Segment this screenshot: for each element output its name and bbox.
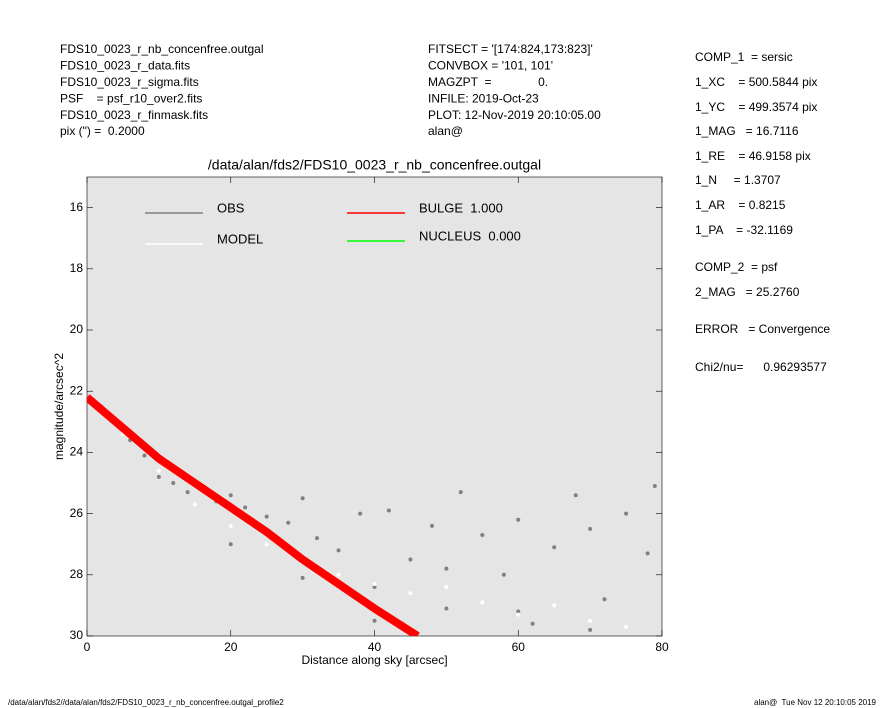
data-point <box>264 514 269 519</box>
x-tick-label: 0 <box>84 640 91 654</box>
data-point <box>171 481 176 485</box>
data-point <box>444 566 449 571</box>
data-point <box>336 548 341 553</box>
data-point <box>516 612 521 617</box>
data-point <box>300 496 305 501</box>
header-text: pix (") = 0.2000 <box>60 124 145 138</box>
parameter: COMP_2 = psf <box>695 260 778 274</box>
header-text: FDS10_0023_r_finmask.fits <box>60 108 208 122</box>
data-point <box>552 545 557 550</box>
data-point <box>372 585 377 590</box>
y-tick-label: 18 <box>70 261 84 275</box>
x-tick-label: 20 <box>224 640 238 654</box>
parameter: 2_MAG = 25.2760 <box>695 285 800 299</box>
header-text: PSF = psf_r10_over2.fits <box>60 91 202 105</box>
parameter: Chi2/nu= 0.96293577 <box>695 360 827 374</box>
data-point <box>501 572 506 577</box>
data-point <box>530 621 535 626</box>
data-point <box>336 572 341 577</box>
legend-label: BULGE 1.000 <box>419 200 503 215</box>
data-point <box>624 624 629 629</box>
footer-text: alan@ Tue Nov 12 20:10:05 2019 <box>754 698 877 707</box>
profile-line <box>87 394 420 636</box>
data-point <box>444 606 449 611</box>
header-text: MAGZPT = 0. <box>428 75 548 89</box>
header-text: INFILE: 2019-Oct-23 <box>428 91 539 105</box>
parameter: 1_YC = 499.3574 pix <box>695 100 817 114</box>
parameter: 1_PA = -32.1169 <box>695 223 793 237</box>
parameter: ERROR = Convergence <box>695 322 830 336</box>
x-tick-label: 60 <box>512 640 526 654</box>
data-point <box>573 493 578 498</box>
parameter: 1_AR = 0.8215 <box>695 198 786 212</box>
data-point <box>372 618 377 623</box>
data-point <box>602 597 607 602</box>
plot-marks <box>87 394 657 636</box>
data-point <box>645 551 650 556</box>
data-point <box>480 533 485 538</box>
chart-title: /data/alan/fds2/FDS10_0023_r_nb_concenfr… <box>208 157 541 173</box>
y-tick-label: 28 <box>70 567 84 581</box>
data-point <box>156 474 161 479</box>
data-point <box>185 490 190 495</box>
data-point <box>588 627 593 632</box>
data-point <box>458 490 463 495</box>
data-point <box>315 536 319 541</box>
data-point <box>480 600 485 605</box>
y-tick-label: 26 <box>70 506 84 520</box>
data-point <box>444 585 449 590</box>
x-axis-label: Distance along sky [arcsec] <box>301 653 447 667</box>
data-point <box>358 511 363 516</box>
data-point <box>243 505 248 510</box>
data-point <box>192 502 197 507</box>
data-point <box>372 581 377 586</box>
data-point <box>408 557 413 562</box>
x-tick-label: 80 <box>655 640 669 654</box>
data-point <box>408 591 413 596</box>
y-tick-label: 30 <box>70 628 84 642</box>
header-text: PLOT: 12-Nov-2019 20:10:05.00 <box>428 108 601 122</box>
data-point <box>588 618 593 623</box>
data-point <box>300 575 305 580</box>
data-point <box>386 508 391 513</box>
data-point <box>228 523 233 528</box>
y-tick-label: 22 <box>70 383 84 397</box>
data-point <box>286 520 291 525</box>
header-text: FDS10_0023_r_data.fits <box>60 59 190 73</box>
parameter: 1_XC = 500.5844 pix <box>695 75 817 89</box>
data-point <box>142 453 147 458</box>
header-text: FDS10_0023_r_sigma.fits <box>60 75 199 89</box>
legend-label: OBS <box>217 200 245 215</box>
x-tick-label: 40 <box>368 640 382 654</box>
y-tick-label: 20 <box>70 322 84 336</box>
data-point <box>264 542 269 547</box>
data-point <box>430 523 434 528</box>
parameter: 1_RE = 46.9158 pix <box>695 149 811 163</box>
legend-label: MODEL <box>217 231 263 246</box>
data-point <box>588 526 593 531</box>
header-text: FITSECT = '[174:824,173:823]' <box>428 42 593 56</box>
data-point <box>516 517 521 522</box>
data-point <box>624 511 629 516</box>
header-text: alan@ <box>428 124 463 138</box>
parameter: COMP_1 = sersic <box>695 50 793 64</box>
y-axis-label: magnitude/arcsec^2 <box>52 353 66 460</box>
parameter: 1_MAG = 16.7116 <box>695 124 799 138</box>
header-text: FDS10_0023_r_nb_concenfree.outgal <box>60 42 263 56</box>
data-point <box>552 603 557 608</box>
header-text: CONVBOX = '101, 101' <box>428 59 553 73</box>
y-tick-label: 24 <box>70 445 84 459</box>
parameter: 1_N = 1.3707 <box>695 173 781 187</box>
legend-label: NUCLEUS 0.000 <box>419 228 521 243</box>
y-tick-label: 16 <box>70 200 84 214</box>
data-point <box>652 484 657 489</box>
plot-area <box>86 176 663 637</box>
footer-text: /data/alan/fds2//data/alan/fds2/FDS10_00… <box>8 698 284 707</box>
data-point <box>156 468 161 473</box>
data-point <box>228 542 233 547</box>
data-point <box>516 609 521 614</box>
data-point <box>228 493 233 498</box>
